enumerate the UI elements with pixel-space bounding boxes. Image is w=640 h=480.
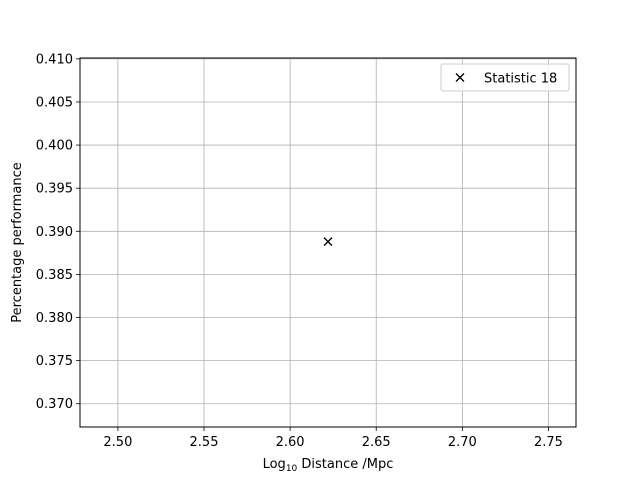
y-tick-label: 0.380 xyxy=(36,311,73,326)
y-tick-label: 0.375 xyxy=(36,354,73,369)
legend: Statistic 18 xyxy=(440,63,570,92)
grid xyxy=(80,58,576,427)
data-point xyxy=(323,237,333,247)
x-tick-label: 2.50 xyxy=(103,435,132,450)
legend-marker-shape xyxy=(455,73,465,82)
x-tick-label: 2.65 xyxy=(362,435,391,450)
y-tick-label: 0.410 xyxy=(36,52,73,67)
y-tick-label: 0.395 xyxy=(36,182,73,197)
x-tick-label: 2.55 xyxy=(190,435,219,450)
y-axis-label: Percentage performance xyxy=(10,162,25,323)
y-tick-label: 0.370 xyxy=(36,397,73,412)
x-tick-label: 2.70 xyxy=(448,435,477,450)
x-axis-label-suffix: Distance /Mpc xyxy=(297,457,393,472)
y-tick-label: 0.405 xyxy=(36,95,73,110)
y-tick-label: 0.385 xyxy=(36,268,73,283)
legend-label: Statistic 18 xyxy=(484,72,557,87)
y-tick-label: 0.400 xyxy=(36,139,73,154)
x-axis-label-prefix: Log xyxy=(263,457,286,472)
x-axis-label: Log10 Distance /Mpc xyxy=(263,457,394,474)
plot-area-frame xyxy=(79,57,577,428)
x-axis-label-subscript: 10 xyxy=(286,464,298,474)
x-tick-label: 2.60 xyxy=(276,435,305,450)
legend-marker-x-icon xyxy=(455,73,465,82)
x-tick-label: 2.75 xyxy=(534,435,563,450)
data-points xyxy=(323,237,333,247)
ticks: 2.50 2.55 2.60 2.65 2.70 2.75 0.370 0.375 0.380 0… xyxy=(36,52,563,450)
y-tick-label: 0.390 xyxy=(36,225,73,240)
legend-box xyxy=(440,63,570,92)
